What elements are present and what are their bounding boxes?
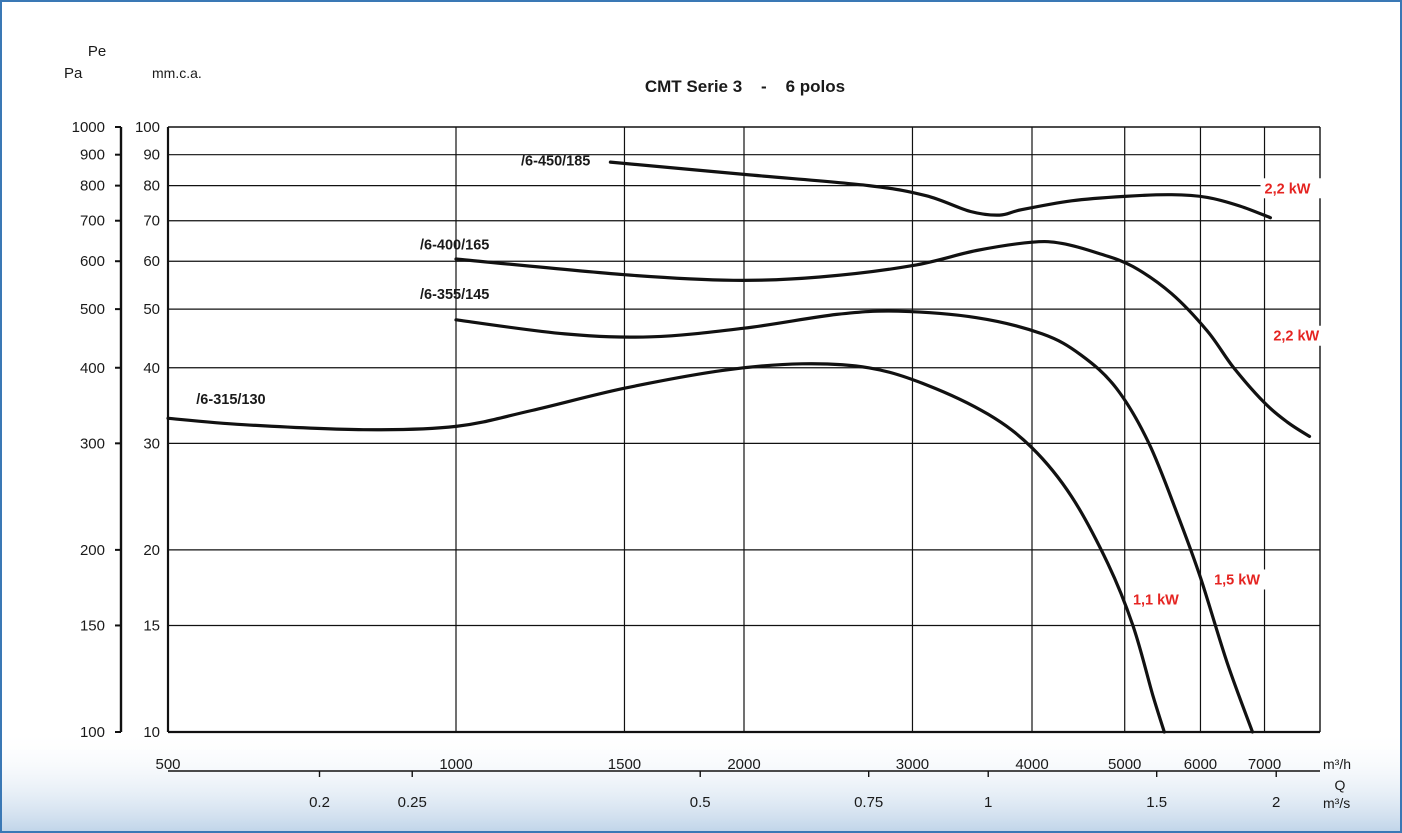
x-tick-label: 500 [155,756,180,773]
y-pa-tick-label: 100 [80,724,105,741]
series-label: /6-355/145 [420,287,489,303]
chart-title: CMT Serie 3 - 6 polos [645,77,845,96]
x-tick-label: 1500 [608,756,641,773]
x-axis-unit: m³/h [1323,756,1351,772]
y-mmca-tick-label: 100 [135,119,160,136]
x-tick-label: 2000 [727,756,760,773]
power-label-bg [1128,589,1191,610]
power-label-bg [1210,569,1273,590]
series-label: /6-450/185 [521,154,590,170]
power-label: 1,5 kW [1214,572,1260,588]
y-mmca-tick-label: 80 [143,178,160,195]
x2-tick-label: 0.5 [690,794,711,811]
x-tick-label: 4000 [1015,756,1048,773]
x-tick-label: 1000 [439,756,472,773]
y-mmca-tick-label: 90 [143,147,160,164]
x2-tick-label: 1 [984,794,992,811]
y-mmca-tick-label: 40 [143,360,160,377]
power-label-bg [1269,325,1332,346]
y-pa-tick-label: 700 [80,213,105,230]
power-label: 2,2 kW [1265,181,1311,197]
y-pa-tick-label: 300 [80,435,105,452]
y-mmca-tick-label: 50 [143,301,160,318]
y-axis-pa-unit: Pa [64,65,83,82]
power-label: 2,2 kW [1273,329,1319,345]
x-tick-label: 7000 [1248,756,1281,773]
y-mmca-tick-label: 70 [143,213,160,230]
x2-tick-label: 0.25 [398,794,427,811]
power-label-bg [1260,178,1323,199]
x-tick-label: 3000 [896,756,929,773]
x-tick-label: 5000 [1108,756,1141,773]
y-mmca-tick-label: 30 [143,435,160,452]
x2-tick-label: 2 [1272,794,1280,811]
y-pa-tick-label: 500 [80,301,105,318]
y-pa-tick-label: 150 [80,617,105,634]
series-label: /6-315/130 [196,392,265,408]
curve-6-315-130 [166,362,1166,734]
x2-tick-label: 1.5 [1146,794,1167,811]
y-pa-tick-label: 800 [80,178,105,195]
y-mmca-tick-label: 20 [143,542,160,559]
series-label: /6-400/165 [420,237,489,253]
y-axis-name: Pe [88,43,106,60]
y-mmca-tick-label: 10 [143,724,160,741]
curve-6-355-145 [454,309,1255,734]
bottom-cloud-backdrop [0,730,1402,833]
y-pa-tick-label: 400 [80,360,105,377]
curve-6-400-165 [454,239,1312,438]
curve-6-450-185 [608,160,1272,220]
y-mmca-tick-label: 15 [143,617,160,634]
y-pa-tick-label: 600 [80,253,105,270]
y-mmca-tick-label: 60 [143,253,160,270]
y-pa-tick-label: 200 [80,542,105,559]
x-tick-label: 6000 [1184,756,1217,773]
x2-axis-unit: m³/s [1323,795,1350,811]
curves [166,160,1312,734]
x2-tick-label: 0.75 [854,794,883,811]
grid [168,126,1321,732]
x2-axis-name: Q [1335,777,1346,793]
y-pa-tick-label: 900 [80,147,105,164]
power-label: 1,1 kW [1133,593,1179,609]
y-axis-mmca-unit: mm.c.a. [152,65,202,81]
y-pa-tick-label: 1000 [72,119,105,136]
x2-tick-label: 0.2 [309,794,330,811]
curve-labels: /6-450/185 2,2 kW/6-400/165 2,2 kW/6-355/1… [196,154,1332,610]
